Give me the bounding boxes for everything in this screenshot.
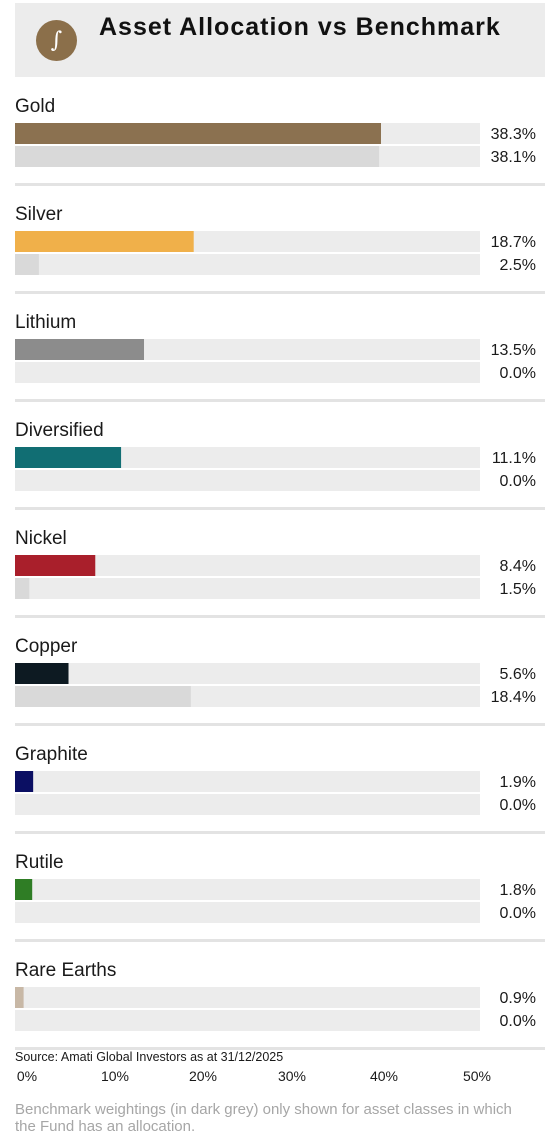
- bar-benchmark-silver: [15, 254, 39, 275]
- row-divider-rutile: [15, 939, 545, 942]
- bar-track-fund-nickel: [15, 555, 480, 576]
- value-label-benchmark-graphite: 0.0%: [500, 797, 536, 814]
- bar-fund-graphite: [15, 771, 34, 792]
- bar-fund-nickel: [15, 555, 96, 576]
- value-label-fund-silver: 18.7%: [491, 234, 536, 251]
- category-label-diversified: Diversified: [15, 420, 104, 441]
- bar-track-benchmark-nickel: [15, 578, 480, 599]
- bar-track-benchmark-lithium: [15, 362, 480, 383]
- bar-track-benchmark-diversified: [15, 470, 480, 491]
- value-label-fund-rare-earths: 0.9%: [500, 990, 536, 1007]
- value-label-benchmark-rutile: 0.0%: [500, 905, 536, 922]
- value-label-fund-copper: 5.6%: [500, 666, 536, 683]
- value-label-benchmark-nickel: 1.5%: [500, 581, 536, 598]
- category-label-nickel: Nickel: [15, 528, 67, 549]
- bar-track-benchmark-silver: [15, 254, 480, 275]
- integral-logo-icon: ∫: [36, 20, 77, 61]
- row-divider-graphite: [15, 831, 545, 834]
- category-label-graphite: Graphite: [15, 744, 88, 765]
- bar-track-fund-rare-earths: [15, 987, 480, 1008]
- bar-fund-gold: [15, 123, 381, 144]
- category-label-gold: Gold: [15, 96, 55, 117]
- bar-track-benchmark-rutile: [15, 902, 480, 923]
- bar-fund-rutile: [15, 879, 33, 900]
- value-label-fund-gold: 38.3%: [491, 126, 536, 143]
- value-label-fund-rutile: 1.8%: [500, 882, 536, 899]
- logo-glyph: ∫: [50, 28, 63, 53]
- x-tick-label: 30%: [278, 1068, 306, 1084]
- bar-benchmark-gold: [15, 146, 380, 167]
- x-tick-label: 50%: [463, 1068, 491, 1084]
- bar-fund-diversified: [15, 447, 122, 468]
- bar-track-benchmark-rare-earths: [15, 1010, 480, 1031]
- value-label-benchmark-gold: 38.1%: [491, 149, 536, 166]
- source-note: Source: Amati Global Investors as at 31/…: [15, 1050, 284, 1064]
- bar-track-fund-diversified: [15, 447, 480, 468]
- row-divider-lithium: [15, 399, 545, 402]
- row-divider-nickel: [15, 615, 545, 618]
- bar-track-benchmark-graphite: [15, 794, 480, 815]
- row-divider-diversified: [15, 507, 545, 510]
- bar-track-fund-copper: [15, 663, 480, 684]
- chart-header: ∫ Asset Allocation vs Benchmark: [15, 3, 545, 77]
- category-label-rutile: Rutile: [15, 852, 64, 873]
- row-divider-gold: [15, 183, 545, 186]
- value-label-benchmark-diversified: 0.0%: [500, 473, 536, 490]
- bar-fund-lithium: [15, 339, 145, 360]
- value-label-fund-nickel: 8.4%: [500, 558, 536, 575]
- bar-fund-copper: [15, 663, 69, 684]
- value-label-benchmark-copper: 18.4%: [491, 689, 536, 706]
- row-divider-copper: [15, 723, 545, 726]
- row-divider-rare-earths: [15, 1047, 545, 1050]
- bar-benchmark-copper: [15, 686, 191, 707]
- category-label-copper: Copper: [15, 636, 78, 657]
- x-tick-label: 20%: [189, 1068, 217, 1084]
- bar-track-fund-rutile: [15, 879, 480, 900]
- value-label-benchmark-lithium: 0.0%: [500, 365, 536, 382]
- bar-benchmark-nickel: [15, 578, 30, 599]
- value-label-fund-graphite: 1.9%: [500, 774, 536, 791]
- value-label-fund-diversified: 11.1%: [492, 450, 536, 467]
- x-tick-label: 10%: [101, 1068, 129, 1084]
- bar-track-fund-graphite: [15, 771, 480, 792]
- row-divider-silver: [15, 291, 545, 294]
- category-label-rare-earths: Rare Earths: [15, 960, 116, 981]
- category-label-lithium: Lithium: [15, 312, 76, 333]
- category-label-silver: Silver: [15, 204, 63, 225]
- value-label-benchmark-silver: 2.5%: [500, 257, 536, 274]
- value-label-fund-lithium: 13.5%: [491, 342, 536, 359]
- chart-title: Asset Allocation vs Benchmark: [99, 13, 501, 41]
- bar-fund-rare-earths: [15, 987, 24, 1008]
- bar-fund-silver: [15, 231, 194, 252]
- x-tick-label: 0%: [17, 1068, 37, 1084]
- x-tick-label: 40%: [370, 1068, 398, 1084]
- value-label-benchmark-rare-earths: 0.0%: [500, 1013, 536, 1030]
- footnote: Benchmark weightings (in dark grey) only…: [15, 1101, 512, 1135]
